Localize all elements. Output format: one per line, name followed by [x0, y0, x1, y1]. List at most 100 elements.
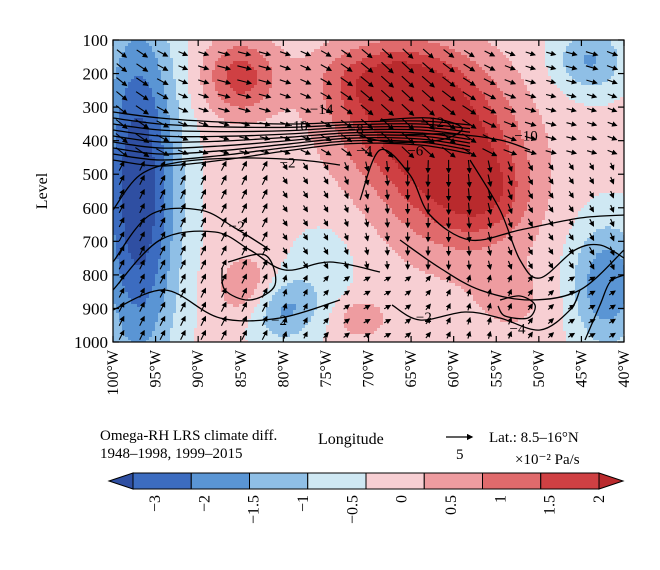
- field-cell: [188, 325, 192, 329]
- field-cell: [131, 100, 135, 104]
- field-cell: [125, 184, 129, 188]
- field-cell: [125, 325, 129, 329]
- field-cell: [248, 253, 252, 257]
- field-cell: [116, 325, 120, 329]
- field-cell: [167, 214, 171, 218]
- field-cell: [155, 313, 159, 317]
- field-cell: [194, 241, 198, 245]
- field-cell: [224, 211, 228, 215]
- field-cell: [215, 286, 219, 290]
- field-cell: [254, 73, 258, 77]
- field-cell: [128, 271, 132, 275]
- field-cell: [176, 286, 180, 290]
- field-cell: [245, 118, 249, 122]
- field-cell: [170, 124, 174, 128]
- field-cell: [221, 340, 225, 342]
- field-cell: [212, 70, 216, 74]
- field-cell: [128, 115, 132, 119]
- field-cell: [134, 82, 138, 86]
- field-cell: [230, 322, 234, 326]
- field-cell: [128, 262, 132, 266]
- field-cell: [209, 250, 213, 254]
- field-cell: [137, 58, 141, 62]
- field-cell: [158, 208, 162, 212]
- field-cell: [173, 277, 177, 281]
- field-cell: [128, 256, 132, 260]
- field-cell: [227, 277, 231, 281]
- field-cell: [164, 277, 168, 281]
- field-cell: [137, 301, 141, 305]
- field-cell: [149, 85, 153, 89]
- field-cell: [140, 169, 144, 173]
- field-cell: [116, 235, 120, 239]
- field-cell: [251, 202, 255, 206]
- field-cell: [128, 181, 132, 185]
- field-cell: [218, 298, 222, 302]
- field-cell: [224, 97, 228, 101]
- field-cell: [257, 325, 261, 329]
- field-cell: [242, 268, 246, 272]
- field-cell: [182, 253, 186, 257]
- field-cell: [209, 193, 213, 197]
- field-cell: [191, 76, 195, 80]
- field-cell: [155, 304, 159, 308]
- field-cell: [230, 40, 234, 44]
- field-cell: [155, 265, 159, 269]
- field-cell: [152, 103, 156, 107]
- field-cell: [176, 316, 180, 320]
- field-cell: [236, 94, 240, 98]
- field-cell: [254, 166, 258, 170]
- field-cell: [137, 235, 141, 239]
- field-cell: [158, 133, 162, 137]
- field-cell: [125, 298, 129, 302]
- field-cell: [215, 115, 219, 119]
- field-cell: [194, 217, 198, 221]
- field-cell: [236, 136, 240, 140]
- field-cell: [191, 271, 195, 275]
- field-cell: [206, 139, 210, 143]
- field-cell: [194, 265, 198, 269]
- field-cell: [122, 166, 126, 170]
- field-cell: [116, 298, 120, 302]
- field-cell: [161, 142, 165, 146]
- field-cell: [236, 76, 240, 80]
- field-cell: [245, 166, 249, 170]
- field-cell: [173, 181, 177, 185]
- field-cell: [239, 211, 243, 215]
- field-cell: [113, 301, 117, 305]
- field-cell: [179, 310, 183, 314]
- field-cell: [155, 79, 159, 83]
- field-cell: [215, 325, 219, 329]
- field-cell: [146, 322, 150, 326]
- field-cell: [188, 73, 192, 77]
- field-cell: [113, 283, 117, 287]
- field-cell: [200, 325, 204, 329]
- field-cell: [185, 238, 189, 242]
- field-cell: [245, 115, 249, 119]
- field-cell: [224, 127, 228, 131]
- field-cell: [146, 241, 150, 245]
- field-cell: [212, 232, 216, 236]
- field-cell: [149, 286, 153, 290]
- field-cell: [209, 52, 213, 56]
- field-cell: [236, 79, 240, 83]
- field-cell: [200, 103, 204, 107]
- field-cell: [188, 208, 192, 212]
- field-cell: [176, 307, 180, 311]
- field-cell: [125, 337, 129, 341]
- field-cell: [203, 256, 207, 260]
- field-cell: [194, 145, 198, 149]
- field-cell: [215, 61, 219, 65]
- field-cell: [218, 220, 222, 224]
- field-cell: [164, 142, 168, 146]
- field-cell: [170, 64, 174, 68]
- field-cell: [206, 232, 210, 236]
- field-cell: [236, 97, 240, 101]
- field-cell: [236, 100, 240, 104]
- field-cell: [209, 232, 213, 236]
- field-cell: [233, 307, 237, 311]
- field-cell: [164, 205, 168, 209]
- field-cell: [125, 52, 129, 56]
- field-cell: [239, 202, 243, 206]
- field-cell: [248, 316, 252, 320]
